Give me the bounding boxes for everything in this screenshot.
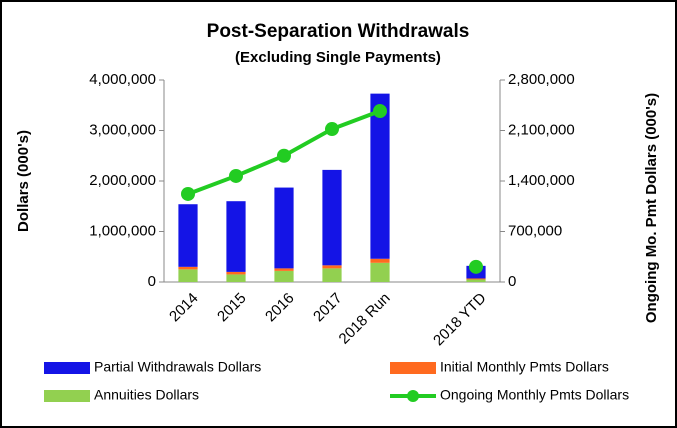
bar-segment xyxy=(370,262,390,282)
bar-segment xyxy=(274,270,294,282)
bar-segment xyxy=(370,93,390,259)
chart-title: Post-Separation Withdrawals xyxy=(207,21,470,42)
bar-segment xyxy=(322,268,342,282)
y2-tick-label: 700,000 xyxy=(508,222,562,239)
y2-tick-label: 2,100,000 xyxy=(508,121,575,138)
line-marker xyxy=(277,148,291,163)
bar-segment xyxy=(466,278,486,280)
legend-label: Partial Withdrawals Dollars xyxy=(94,359,261,375)
bar-segment xyxy=(226,201,246,272)
legend-marker xyxy=(407,390,419,402)
line-marker xyxy=(469,259,483,274)
bar-segment xyxy=(178,266,198,270)
line-marker xyxy=(373,104,387,119)
bar-segment xyxy=(322,265,342,269)
bar-segment xyxy=(466,279,486,282)
y-axis-title: Dollars (000's) xyxy=(15,130,32,232)
bar-segment xyxy=(370,258,390,263)
legend-swatch xyxy=(390,362,436,374)
y-tick-label: 3,000,000 xyxy=(89,121,156,138)
line-marker xyxy=(181,186,195,201)
y2-tick-label: 1,400,000 xyxy=(508,172,575,189)
bar-segment xyxy=(226,271,246,275)
legend-swatch xyxy=(44,390,90,402)
bar-segment xyxy=(274,268,294,271)
y-tick-label: 0 xyxy=(148,273,156,290)
y-tick-label: 2,000,000 xyxy=(89,172,156,189)
legend-swatch xyxy=(44,362,90,374)
y-tick-label: 1,000,000 xyxy=(89,222,156,239)
y2-tick-label: 0 xyxy=(508,273,516,290)
y2-axis-title: Ongoing Mo. Pmt Dollars (000's) xyxy=(643,93,660,323)
line-marker xyxy=(325,122,339,137)
bar-segment xyxy=(274,187,294,269)
bar-segment xyxy=(226,274,246,282)
chart-subtitle: (Excluding Single Payments) xyxy=(235,49,441,66)
bar-segment xyxy=(322,169,342,266)
legend-label: Annuities Dollars xyxy=(94,387,199,403)
bar-segment xyxy=(178,204,198,267)
y2-tick-label: 2,800,000 xyxy=(508,71,575,88)
line-marker xyxy=(229,168,243,183)
legend-label: Initial Monthly Pmts Dollars xyxy=(440,359,609,375)
y-tick-label: 4,000,000 xyxy=(89,71,156,88)
bar-segment xyxy=(178,269,198,282)
legend-label: Ongoing Monthly Pmts Dollars xyxy=(440,387,629,403)
